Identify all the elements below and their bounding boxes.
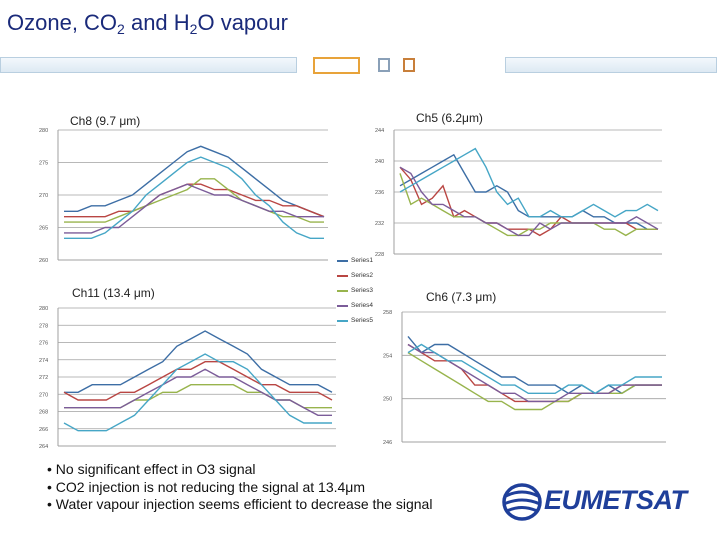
y-tick-label: 254 bbox=[383, 353, 392, 359]
series-line-series4 bbox=[399, 166, 659, 237]
y-tick-label: 278 bbox=[39, 323, 48, 329]
chart-panel-ch6: 258 254 250 246 Ch6 (7.3 μm) bbox=[380, 290, 670, 452]
y-tick-label: 246 bbox=[383, 440, 392, 446]
chart-title-ch5: Ch5 (6.2μm) bbox=[416, 111, 483, 125]
legend-item-series3: Series3 bbox=[337, 283, 377, 298]
series-line-series1 bbox=[64, 145, 325, 218]
series-line-series5 bbox=[399, 147, 659, 218]
chart-panel-ch5: 244 240 236 232 228 Ch5 (6.2μm) bbox=[372, 111, 668, 262]
chart-panel-ch8: 280 275 270 265 260 Ch8 (9.7 μm) bbox=[36, 114, 332, 268]
bullet-item: • No significant effect in O3 signal bbox=[47, 461, 256, 477]
y-tick-label: 264 bbox=[39, 444, 48, 450]
header-decor-bar-right bbox=[505, 57, 717, 73]
y-tick-label: 276 bbox=[39, 341, 48, 347]
bullet-item: • Water vapour injection seems efficient… bbox=[47, 496, 433, 512]
bullet-list: • No significant effect in O3 signal • C… bbox=[47, 461, 432, 514]
series-line-series2 bbox=[399, 166, 658, 237]
series-line-series4 bbox=[407, 343, 662, 403]
y-tick-label: 240 bbox=[375, 159, 384, 165]
series-line-series3 bbox=[64, 178, 324, 223]
legend-item-series5: Series5 bbox=[337, 313, 377, 328]
y-tick-label: 268 bbox=[39, 410, 48, 416]
series-line-series2 bbox=[63, 360, 333, 401]
y-tick-label: 250 bbox=[383, 397, 392, 403]
y-tick-label: 275 bbox=[39, 161, 48, 167]
y-tick-label: 272 bbox=[39, 375, 48, 381]
series-line-series3 bbox=[399, 173, 658, 237]
series-line-series3 bbox=[64, 383, 332, 409]
series-line-series4 bbox=[64, 368, 332, 417]
y-tick-label: 265 bbox=[39, 226, 48, 232]
y-tick-label: 260 bbox=[39, 258, 48, 264]
y-tick-label: 258 bbox=[383, 310, 392, 316]
eumetsat-logo-text: EUMETSAT bbox=[544, 485, 687, 515]
header-decor-square-2 bbox=[403, 58, 415, 72]
chart-title-ch11: Ch11 (13.4 μm) bbox=[72, 286, 155, 300]
page-title: Ozone, CO2 and H2O vapour bbox=[7, 10, 288, 37]
series-line-series3 bbox=[407, 352, 662, 411]
eumetsat-globe-icon bbox=[502, 483, 542, 521]
legend-swatch-series3 bbox=[337, 289, 348, 292]
legend-item-series2: Series2 bbox=[337, 268, 377, 283]
chart-panel-ch11: 280 278 276 274 272 270 268 266 264 Ch11 (13.4 μ… bbox=[36, 286, 342, 452]
y-tick-label: 266 bbox=[39, 427, 48, 433]
eumetsat-logo: EUMETSAT bbox=[502, 481, 692, 523]
series-line-series5 bbox=[407, 343, 662, 395]
series-line-series1 bbox=[64, 330, 333, 394]
legend-swatch-series2 bbox=[337, 274, 348, 277]
chart-ch8: 280 275 270 265 260 bbox=[39, 128, 328, 264]
y-tick-label: 244 bbox=[375, 128, 384, 134]
y-tick-label: 232 bbox=[375, 221, 384, 227]
chart-ch6: 258 254 250 246 bbox=[383, 310, 666, 446]
chart-title-ch6: Ch6 (7.3 μm) bbox=[426, 290, 497, 304]
chart-ch5: 244 240 236 232 228 bbox=[375, 128, 662, 258]
header-decor-bar-left bbox=[0, 57, 297, 73]
series-line-series5 bbox=[64, 156, 324, 240]
series-line-series4 bbox=[64, 183, 324, 234]
chart-legend: Series1 Series2 Series3 Series4 Series5 bbox=[337, 253, 377, 328]
legend-swatch-series5 bbox=[337, 319, 348, 322]
series-line-series5 bbox=[63, 353, 332, 432]
header-decor-square-1 bbox=[378, 58, 390, 72]
legend-swatch-series1 bbox=[337, 259, 348, 262]
bullet-item: • CO2 injection is not reducing the sign… bbox=[47, 478, 366, 495]
series-line-series1 bbox=[407, 335, 662, 395]
legend-item-series4: Series4 bbox=[337, 298, 377, 313]
chart-ch11: 280 278 276 274 272 270 268 266 264 bbox=[39, 306, 336, 450]
chart-title-ch8: Ch8 (9.7 μm) bbox=[70, 114, 141, 128]
y-tick-label: 280 bbox=[39, 128, 48, 134]
y-tick-label: 270 bbox=[39, 193, 48, 199]
y-tick-label: 280 bbox=[39, 306, 48, 312]
y-tick-label: 228 bbox=[375, 252, 384, 258]
y-tick-label: 236 bbox=[375, 190, 384, 196]
legend-swatch-series4 bbox=[337, 304, 348, 307]
y-tick-label: 274 bbox=[39, 358, 48, 364]
legend-item-series1: Series1 bbox=[337, 253, 377, 268]
y-tick-label: 270 bbox=[39, 392, 48, 398]
header-decor-box bbox=[313, 57, 360, 74]
